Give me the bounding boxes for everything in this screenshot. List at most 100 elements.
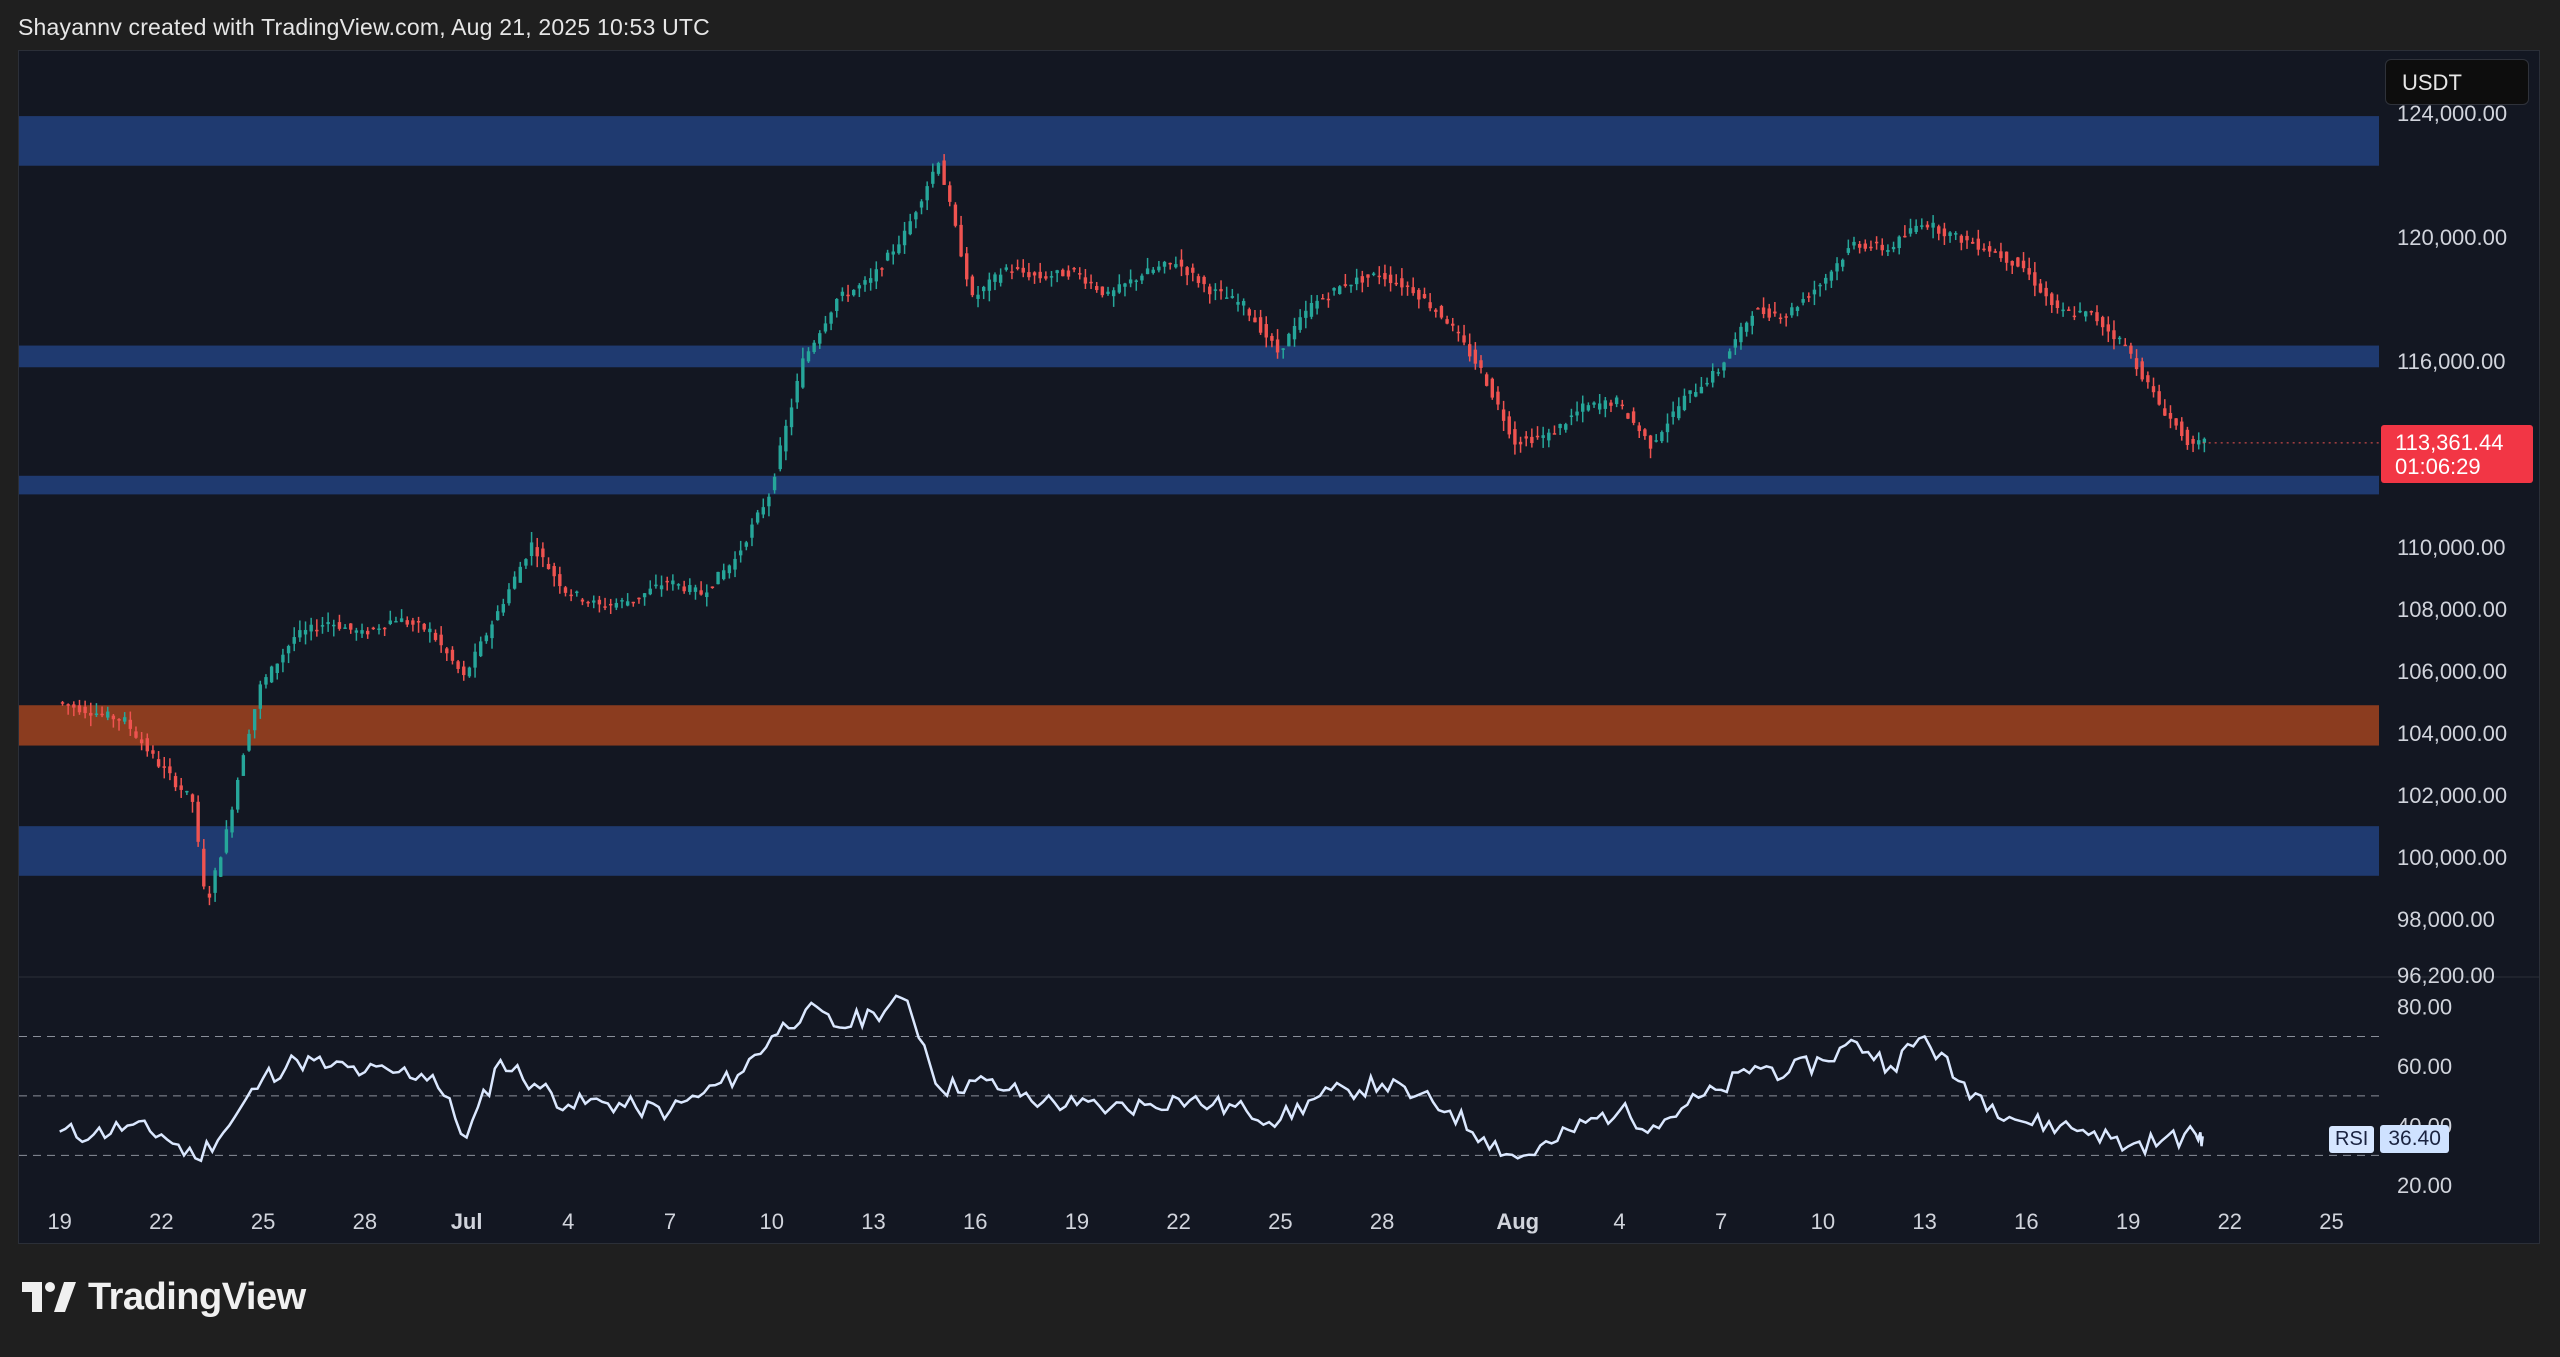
candle-down [1196,276,1201,283]
candle-down [416,621,421,623]
candle-up [428,628,432,633]
candle-up [1111,290,1116,297]
price-tick-label: 106,000.00 [2397,659,2507,684]
chart-canvas[interactable]: 124,000.00 120,000.00 116,000.00 110,000.00… [19,51,2539,1243]
candle-down [1275,339,1280,353]
candle-down [1411,287,1415,294]
rsi-name-label: RSI [2329,1125,2375,1153]
candle-up [1671,411,1675,417]
time-tick-label: 28 [1370,1209,1394,1234]
candle-down [1089,281,1093,284]
candle-up [1581,403,1585,412]
candle-up [620,600,624,602]
candle-up [868,278,873,283]
candle-up [1304,310,1308,318]
candle-up [1840,259,1845,267]
candle-up [993,274,997,282]
candle-up [1682,395,1687,410]
candle-up [1371,273,1376,275]
candle-down [603,606,607,608]
candle-up [479,641,483,657]
candle-up [2197,440,2201,445]
price-tick-label: 104,000.00 [2397,721,2507,746]
candle-down [2146,375,2150,383]
candle-up [1569,415,1574,418]
price-tick-label: 100,000.00 [2397,845,2507,870]
candle-up [2117,337,2122,340]
candle-countdown: 01:06:29 [2395,454,2481,479]
price-tick-label: 120,000.00 [2397,225,2507,250]
candle-up [309,624,313,632]
candle-up [1049,276,1054,278]
candle-down [433,632,438,640]
candle-down [2038,283,2043,293]
candle-down [315,629,319,632]
candle-down [111,715,116,720]
candle-up [252,709,257,731]
rsi-tick-label: 80.00 [2397,995,2452,1020]
zone-orange-3 [19,705,2379,746]
candle-down [162,766,166,768]
candle-up [1897,236,1901,249]
candle-up [1914,225,1918,232]
candle-up [1699,386,1704,394]
candle-up [1750,315,1754,326]
candle-down [1394,282,1398,285]
zone-blue-4 [19,826,2379,876]
chart-frame[interactable]: 124,000.00 120,000.00 116,000.00 110,000.00… [18,50,2540,1244]
candle-down [2095,312,2099,322]
candle-up [1586,405,1591,411]
candle-up [1790,307,1794,316]
candle-up [1846,248,1851,253]
candle-up [722,570,726,580]
candle-up [292,637,296,644]
candle-up [789,407,794,428]
candle-down [1179,259,1184,267]
candle-up [1711,370,1715,383]
candle-down [637,597,641,600]
candle-down [1247,309,1251,316]
candle-down [2157,391,2161,405]
candle-down [552,566,556,577]
candle-up [219,857,223,877]
candle-down [2180,421,2184,437]
currency-selector[interactable]: USDT [2385,59,2529,105]
candle-up [1954,233,1958,235]
candle-up [326,622,330,625]
price-tick-label: 124,000.00 [2397,101,2507,126]
candle-down [1061,269,1065,277]
candle-up [1174,264,1178,268]
candle-down [1857,244,1862,248]
candle-up [1654,440,1658,442]
candle-down [1072,267,1076,270]
candle-down [1270,335,1274,341]
tradingview-logo-icon [22,1281,76,1312]
candle-down [1468,344,1472,357]
candle-up [1145,268,1150,275]
tradingview-logo[interactable]: TradingView [20,1276,306,1319]
time-tick-label: 19 [1065,1209,1089,1234]
candle-up [1835,263,1839,272]
candle-down [1479,360,1483,368]
candle-up [1597,403,1602,410]
candle-up [1739,326,1743,343]
candle-up [659,585,664,590]
candle-up [2202,438,2207,443]
candle-down [1976,238,1981,250]
zone-blue-2 [19,475,2379,495]
candle-up [575,591,579,594]
candle-down [1937,226,1941,234]
candle-down [1880,244,1884,251]
candle-up [812,342,816,353]
candle-up [258,684,263,709]
candle-up [1117,284,1122,293]
candle-down [1360,276,1365,283]
candle-down [1863,243,1867,249]
tradingview-logo-text: TradingView [88,1276,306,1318]
candle-up [1547,432,1551,441]
candle-down [365,630,370,635]
candle-up [343,627,347,629]
candle-down [450,649,455,661]
candle-up [518,566,522,583]
candle-up [936,163,941,174]
